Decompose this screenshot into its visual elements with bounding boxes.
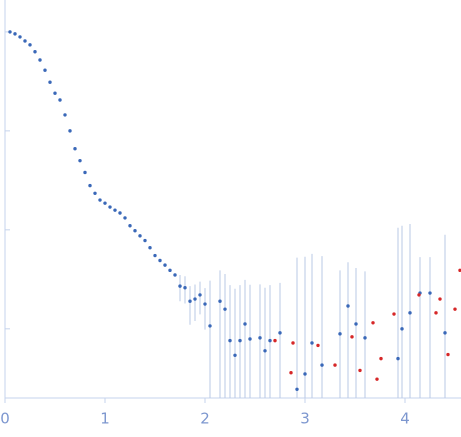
data-point (8, 30, 12, 34)
data-point (178, 284, 182, 288)
data-point (458, 268, 461, 273)
data-point (38, 58, 42, 62)
data-point (453, 307, 457, 311)
data-point (417, 293, 421, 297)
data-point (78, 158, 82, 163)
data-point (133, 229, 137, 233)
x-tick-label: 3 (300, 410, 310, 428)
data-point (363, 336, 367, 340)
data-point (168, 268, 172, 273)
data-point (28, 43, 32, 47)
data-point (408, 311, 412, 315)
data-point (346, 304, 350, 308)
data-point (53, 91, 57, 95)
data-point (163, 263, 167, 267)
data-point (118, 211, 122, 215)
data-point (193, 297, 197, 301)
data-point (103, 201, 107, 205)
data-point (13, 32, 17, 36)
data-point (268, 338, 272, 343)
data-point (63, 113, 67, 117)
data-point (434, 311, 438, 315)
data-point (88, 183, 92, 188)
data-point (400, 327, 404, 331)
data-point (208, 324, 212, 328)
data-point (43, 68, 47, 72)
data-point (316, 343, 320, 348)
data-point (93, 191, 97, 195)
data-point (98, 198, 102, 202)
data-point (113, 208, 117, 212)
data-point (228, 338, 232, 343)
data-point (273, 338, 277, 343)
x-tick-label: 2 (200, 410, 210, 428)
data-point (128, 224, 132, 228)
x-tick-label: 0 (0, 410, 10, 428)
data-point (173, 273, 177, 277)
data-point (392, 312, 396, 316)
data-point (310, 341, 314, 345)
data-point (375, 377, 379, 381)
data-point (223, 307, 227, 311)
data-point (138, 234, 142, 238)
data-point (218, 299, 222, 303)
data-point (18, 35, 22, 39)
data-point (396, 356, 400, 361)
data-point (73, 147, 77, 151)
data-point (33, 50, 37, 54)
data-point (320, 363, 324, 367)
data-point (354, 322, 358, 326)
data-point (291, 341, 295, 345)
data-point (68, 129, 72, 133)
data-point (58, 98, 62, 102)
data-point (371, 321, 375, 325)
data-point (203, 302, 207, 306)
data-point (198, 293, 202, 297)
data-point (438, 297, 442, 301)
data-point (188, 299, 192, 303)
data-point (338, 332, 342, 336)
data-point (108, 205, 112, 209)
data-point (83, 170, 87, 175)
data-point (295, 387, 299, 391)
data-point (153, 253, 157, 258)
data-point (148, 246, 152, 250)
data-point (243, 322, 247, 326)
data-point (238, 338, 242, 343)
data-point (23, 39, 27, 43)
data-point (443, 331, 447, 335)
data-point (248, 337, 252, 341)
data-point (303, 372, 307, 376)
data-point (183, 286, 187, 290)
x-tick-label: 1 (100, 410, 110, 428)
data-point (143, 238, 147, 243)
data-point (428, 291, 432, 295)
data-point (446, 352, 450, 357)
data-point (358, 368, 362, 373)
data-point (158, 258, 162, 263)
data-point (258, 336, 262, 340)
data-point (48, 80, 52, 84)
data-point (379, 356, 383, 361)
data-point (333, 363, 337, 367)
data-point (289, 371, 293, 375)
data-point (350, 335, 354, 339)
x-tick-label: 4 (400, 410, 410, 428)
data-point (263, 349, 267, 353)
data-point (278, 331, 282, 335)
data-point (123, 216, 127, 220)
data-point (233, 353, 237, 358)
